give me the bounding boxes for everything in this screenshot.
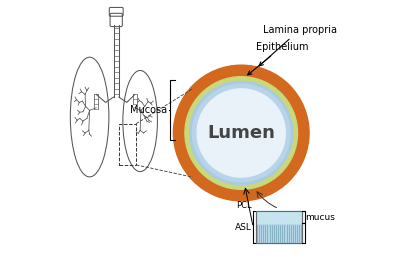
Text: Lamina propria: Lamina propria: [259, 25, 337, 66]
Text: ASL: ASL: [234, 223, 251, 232]
Text: Epithelium: Epithelium: [248, 41, 309, 75]
Text: Lumen: Lumen: [207, 124, 275, 142]
Bar: [256, 211, 302, 243]
Bar: [119, 124, 136, 165]
Text: Mucosa: Mucosa: [130, 105, 167, 115]
Circle shape: [190, 81, 293, 185]
Bar: [256, 211, 302, 223]
Circle shape: [185, 77, 298, 189]
Circle shape: [197, 89, 285, 177]
Circle shape: [174, 65, 309, 201]
Bar: [256, 223, 302, 243]
Circle shape: [192, 84, 290, 182]
Text: mucus: mucus: [305, 213, 335, 222]
Text: PCL: PCL: [236, 201, 251, 210]
